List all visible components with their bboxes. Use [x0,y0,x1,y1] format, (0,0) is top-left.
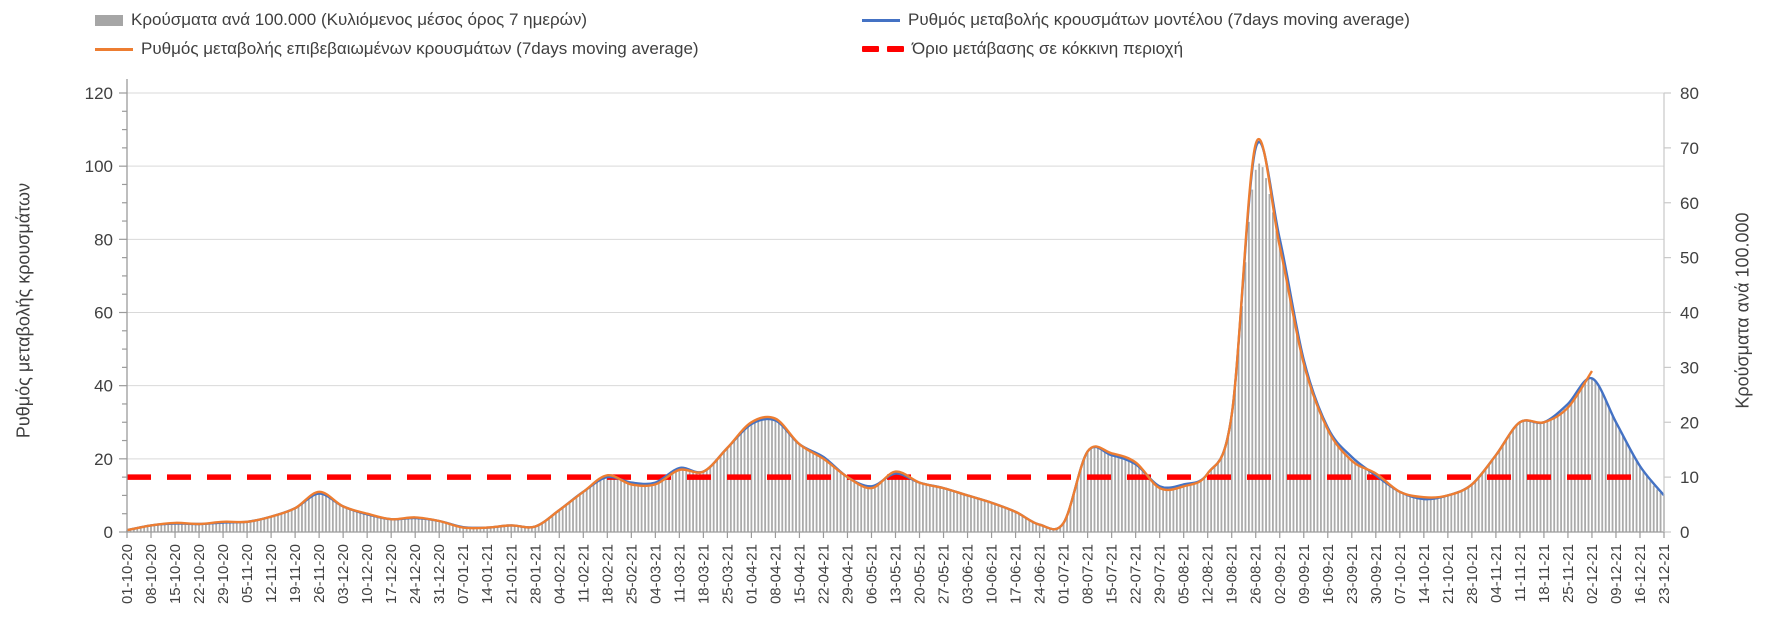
svg-text:30-09-21: 30-09-21 [1368,544,1385,604]
svg-text:05-08-21: 05-08-21 [1176,544,1193,604]
svg-text:25-03-21: 25-03-21 [719,544,736,604]
svg-text:11-03-21: 11-03-21 [671,544,688,603]
svg-text:21-10-21: 21-10-21 [1440,544,1457,604]
svg-text:01-07-21: 01-07-21 [1056,544,1073,604]
svg-text:28-10-21: 28-10-21 [1464,544,1481,604]
svg-text:31-12-20: 31-12-20 [431,544,448,604]
svg-text:26-08-21: 26-08-21 [1248,544,1265,604]
svg-text:04-02-21: 04-02-21 [551,544,568,604]
svg-text:120: 120 [85,84,113,103]
svg-text:05-11-20: 05-11-20 [239,544,256,603]
svg-text:24-06-21: 24-06-21 [1032,544,1049,604]
svg-text:06-05-21: 06-05-21 [863,544,880,604]
svg-text:18-03-21: 18-03-21 [695,544,712,604]
svg-text:04-03-21: 04-03-21 [647,544,664,604]
svg-text:20-05-21: 20-05-21 [912,544,929,604]
svg-text:20: 20 [94,450,113,469]
svg-text:70: 70 [1680,139,1699,158]
svg-text:11-11-21: 11-11-21 [1512,544,1529,602]
svg-text:10: 10 [1680,468,1699,487]
orange-line-swatch-icon [95,47,133,51]
svg-text:24-12-20: 24-12-20 [407,544,424,604]
svg-text:04-11-21: 04-11-21 [1488,544,1505,603]
svg-text:13-05-21: 13-05-21 [888,544,905,604]
svg-text:10-12-20: 10-12-20 [359,544,376,604]
svg-text:23-12-21: 23-12-21 [1656,544,1673,604]
svg-text:16-12-21: 16-12-21 [1632,544,1649,604]
svg-text:60: 60 [1680,194,1699,213]
svg-text:14-01-21: 14-01-21 [479,544,496,604]
svg-text:07-10-21: 07-10-21 [1392,544,1409,604]
svg-text:09-09-21: 09-09-21 [1296,544,1313,604]
svg-text:60: 60 [94,304,113,323]
svg-text:26-11-20: 26-11-20 [311,544,328,603]
svg-text:29-07-21: 29-07-21 [1152,544,1169,604]
svg-text:17-06-21: 17-06-21 [1008,544,1025,604]
svg-text:22-04-21: 22-04-21 [815,544,832,604]
svg-text:14-10-21: 14-10-21 [1416,544,1433,604]
svg-text:80: 80 [94,230,113,249]
svg-text:22-10-20: 22-10-20 [191,544,208,604]
svg-text:27-05-21: 27-05-21 [936,544,953,604]
svg-text:12-11-20: 12-11-20 [263,544,280,603]
svg-text:40: 40 [1680,304,1699,323]
gray-bar-swatch-icon [95,14,123,26]
legend-label: Όριο μετάβασης σε κόκκινη περιοχή [912,39,1184,58]
svg-text:20: 20 [1680,413,1699,432]
svg-text:15-10-20: 15-10-20 [167,544,184,604]
svg-text:08-07-21: 08-07-21 [1080,544,1097,604]
svg-text:29-10-20: 29-10-20 [215,544,232,604]
svg-text:17-12-20: 17-12-20 [383,544,400,604]
svg-text:18-02-21: 18-02-21 [599,544,616,604]
svg-text:15-07-21: 15-07-21 [1104,544,1121,604]
legend-item-red-zone-threshold: Όριο μετάβασης σε κόκκινη περιοχή [862,39,1183,59]
svg-text:09-12-21: 09-12-21 [1608,544,1625,604]
svg-text:15-04-21: 15-04-21 [791,544,808,604]
svg-text:03-06-21: 03-06-21 [960,544,977,604]
svg-text:100: 100 [85,157,113,176]
svg-text:30: 30 [1680,358,1699,377]
svg-text:0: 0 [104,523,113,542]
svg-text:03-12-20: 03-12-20 [335,544,352,604]
svg-text:29-04-21: 29-04-21 [839,544,856,604]
svg-text:19-08-21: 19-08-21 [1224,544,1241,604]
red-dash-swatch-icon [862,46,904,52]
svg-text:16-09-21: 16-09-21 [1320,544,1337,604]
svg-text:40: 40 [94,377,113,396]
svg-text:25-02-21: 25-02-21 [623,544,640,604]
legend-label: Ρυθμός μεταβολής κρουσμάτων μοντέλου (7d… [908,10,1410,29]
legend-item-confirmed-rate: Ρυθμός μεταβολής επιβεβαιωμένων κρουσμάτ… [95,39,699,59]
svg-text:25-11-21: 25-11-21 [1560,544,1577,603]
svg-text:08-10-20: 08-10-20 [143,544,160,604]
svg-text:19-11-20: 19-11-20 [287,544,304,603]
legend-label: Ρυθμός μεταβολής επιβεβαιωμένων κρουσμάτ… [141,39,699,58]
svg-text:23-09-21: 23-09-21 [1344,544,1361,604]
svg-text:01-04-21: 01-04-21 [743,544,760,604]
svg-text:02-12-21: 02-12-21 [1584,544,1601,604]
blue-line-swatch-icon [862,18,900,22]
svg-text:11-02-21: 11-02-21 [575,544,592,603]
svg-text:02-09-21: 02-09-21 [1272,544,1289,604]
legend-item-model-rate: Ρυθμός μεταβολής κρουσμάτων μοντέλου (7d… [862,10,1410,30]
svg-text:28-01-21: 28-01-21 [527,544,544,604]
svg-text:10-06-21: 10-06-21 [984,544,1001,604]
svg-text:08-04-21: 08-04-21 [767,544,784,604]
legend-item-cases-per-100k: Κρούσματα ανά 100.000 (Κυλιόμενος μέσος … [95,10,587,30]
svg-text:01-10-20: 01-10-20 [119,544,136,604]
svg-text:22-07-21: 22-07-21 [1128,544,1145,604]
legend-label: Κρούσματα ανά 100.000 (Κυλιόμενος μέσος … [131,10,588,29]
svg-text:50: 50 [1680,249,1699,268]
svg-text:07-01-21: 07-01-21 [455,544,472,604]
svg-text:21-01-21: 21-01-21 [503,544,520,604]
svg-text:80: 80 [1680,84,1699,103]
svg-text:18-11-21: 18-11-21 [1536,544,1553,603]
svg-text:12-08-21: 12-08-21 [1200,544,1217,604]
svg-text:0: 0 [1680,523,1689,542]
